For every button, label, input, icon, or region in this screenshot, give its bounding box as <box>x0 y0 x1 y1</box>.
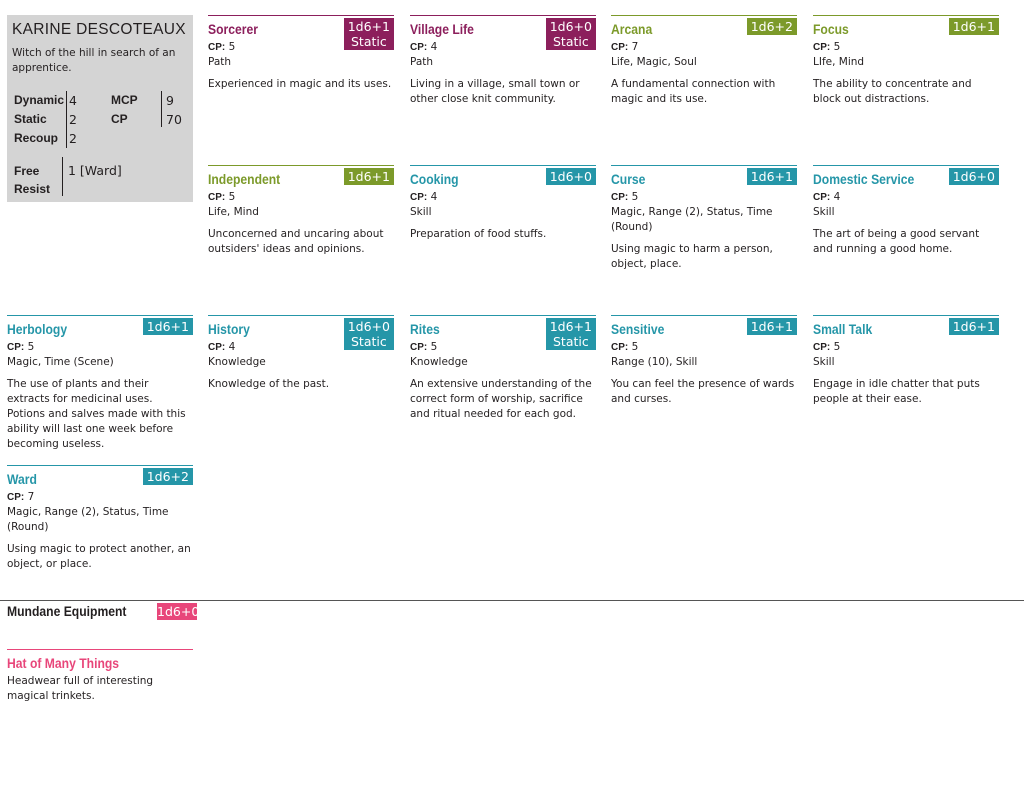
ability-description: The art of being a good servant and runn… <box>813 228 980 255</box>
ability-card-cooking: Cooking 1d6+0 CP: 4 Skill Preparation of … <box>410 165 596 240</box>
ability-die: 1d6+0 Static <box>545 18 596 50</box>
free-value: 1 [Ward] <box>68 163 122 178</box>
ability-card-sensitive: Sensitive 1d6+1 CP: 5 Range (10), Skill Y… <box>611 315 797 405</box>
mcp-label: MCP <box>111 93 138 107</box>
ability-name: Small Talk <box>813 322 873 337</box>
ability-name: Arcana <box>611 22 653 37</box>
ability-name: Village Life <box>410 22 474 37</box>
ability-description: Knowledge of the past. <box>208 378 330 390</box>
ability-die: 1d6+1 <box>343 168 394 185</box>
static-value: 2 <box>69 112 77 127</box>
ability-meta: CP: 5 LIfe, Mind <box>813 41 865 68</box>
ability-description: Using magic to harm a person, object, pl… <box>611 243 773 270</box>
ability-die: 1d6+1 Static <box>343 18 394 50</box>
ability-die: 1d6+2 <box>746 18 797 35</box>
ability-die: 1d6+0 <box>948 168 999 185</box>
ability-description: You can feel the presence of wards and c… <box>611 378 795 405</box>
cp-label: CP <box>111 112 128 126</box>
ability-card-history: History 1d6+0 Static CP: 4 Knowledge Knowl… <box>208 315 394 390</box>
mundane-die: 1d6+0 <box>157 603 200 620</box>
ability-meta: CP: 5 Magic, Range (2), Status, Time (Rou… <box>611 191 773 233</box>
character-description: Witch of the hill in search of an appren… <box>12 47 176 74</box>
ability-card-sorcerer: Sorcerer 1d6+1 Static CP: 5 Path Experienc… <box>208 15 394 90</box>
character-name: KARINE DESCOTEAUX <box>12 21 186 38</box>
ability-name: Sorcerer <box>208 22 258 37</box>
ability-die: 1d6+1 <box>948 18 999 35</box>
ability-die: 1d6+1 <box>948 318 999 335</box>
ability-card-small-talk: Small Talk 1d6+1 CP: 5 Skill Engage in id… <box>813 315 999 405</box>
ability-die: 1d6+1 <box>746 168 797 185</box>
ability-name: Sensitive <box>611 322 665 337</box>
ability-die: 1d6+0 <box>545 168 596 185</box>
ability-die: 1d6+0 Static <box>343 318 394 350</box>
ability-description: Experienced in magic and its uses. <box>208 78 392 90</box>
equipment-item: Hat of Many Things Headwear full of inte… <box>7 649 193 702</box>
ability-card-ward: Ward 1d6+2 CP: 7 Magic, Range (2), Status… <box>7 465 193 570</box>
equipment-description: Headwear full of interesting magical tri… <box>7 675 154 702</box>
ability-description: The ability to concentrate and block out… <box>813 78 972 105</box>
dynamic-label: Dynamic <box>14 93 65 107</box>
ability-card-focus: Focus 1d6+1 CP: 5 LIfe, Mind The ability … <box>813 15 999 105</box>
stats-divider-right <box>161 91 162 127</box>
ability-name: Focus <box>813 22 849 37</box>
ability-name: History <box>208 322 250 337</box>
ability-die: 1d6+2 <box>142 468 193 485</box>
ability-card-village-life: Village Life 1d6+0 Static CP: 4 Path Livin… <box>410 15 596 105</box>
ability-meta: CP: 4 Skill <box>813 191 841 218</box>
ability-die: 1d6+1 Static <box>545 318 596 350</box>
ability-die: 1d6+1 <box>142 318 193 335</box>
ability-meta: CP: 4 Skill <box>410 191 438 218</box>
ability-meta: CP: 5 Life, Mind <box>208 191 259 218</box>
stats-divider-left <box>66 91 67 148</box>
ability-description: Engage in idle chatter that puts people … <box>813 378 980 405</box>
ability-card-arcana: Arcana 1d6+2 CP: 7 Life, Magic, Soul A fu… <box>611 15 797 105</box>
ability-meta: CP: 7 Life, Magic, Soul <box>611 41 697 68</box>
ability-meta: CP: 5 Path <box>208 41 236 68</box>
ability-name: Ward <box>7 472 37 487</box>
ability-card-independent: Independent 1d6+1 CP: 5 Life, Mind Unconc… <box>208 165 394 255</box>
ability-name: Rites <box>410 322 440 337</box>
mcp-value: 9 <box>166 93 174 108</box>
free-label: Free <box>14 164 40 178</box>
character-panel: KARINE DESCOTEAUX Witch of the hill in s… <box>7 15 193 202</box>
ability-meta: CP: 5 Knowledge <box>410 341 468 368</box>
ability-card-domestic-service: Domestic Service 1d6+0 CP: 4 Skill The ar… <box>813 165 999 255</box>
ability-description: Unconcerned and uncaring about outsiders… <box>208 228 384 255</box>
ability-name: Independent <box>208 172 281 187</box>
ability-name: Cooking <box>410 172 459 187</box>
ability-description: Using magic to protect another, an objec… <box>7 543 191 570</box>
ability-meta: CP: 4 Knowledge <box>208 341 266 368</box>
ability-meta: CP: 5 Range (10), Skill <box>611 341 698 368</box>
dynamic-value: 4 <box>69 93 77 108</box>
ability-name: Curse <box>611 172 646 187</box>
ability-die: 1d6+1 <box>746 318 797 335</box>
free-divider <box>62 157 63 196</box>
equipment-name: Hat of Many Things <box>7 656 120 671</box>
mundane-equipment-heading: Mundane Equipment <box>7 604 127 619</box>
ability-name: Herbology <box>7 322 68 337</box>
ability-description: An extensive understanding of the correc… <box>410 378 592 420</box>
ability-name: Domestic Service <box>813 172 915 187</box>
recoup-value: 2 <box>69 131 77 146</box>
ability-meta: CP: 7 Magic, Range (2), Status, Time (Rou… <box>7 491 169 533</box>
resist-label: Resist <box>14 182 51 196</box>
ability-meta: CP: 5 Magic, Time (Scene) <box>7 341 114 368</box>
ability-description: A fundamental connection with magic and … <box>611 78 776 105</box>
ability-card-curse: Curse 1d6+1 CP: 5 Magic, Range (2), Statu… <box>611 165 797 270</box>
ability-description: Preparation of food stuffs. <box>410 228 547 240</box>
static-label: Static <box>14 112 47 126</box>
ability-card-herbology: Herbology 1d6+1 CP: 5 Magic, Time (Scene)… <box>7 315 193 450</box>
ability-meta: CP: 4 Path <box>410 41 438 68</box>
section-divider <box>0 600 1024 601</box>
ability-description: Living in a village, small town or other… <box>410 78 580 105</box>
ability-meta: CP: 5 Skill <box>813 341 841 368</box>
cp-value: 70 <box>166 112 182 127</box>
ability-description: The use of plants and their extracts for… <box>7 378 186 450</box>
recoup-label: Recoup <box>14 131 59 145</box>
ability-card-rites: Rites 1d6+1 Static CP: 5 Knowledge An exte… <box>410 315 596 420</box>
